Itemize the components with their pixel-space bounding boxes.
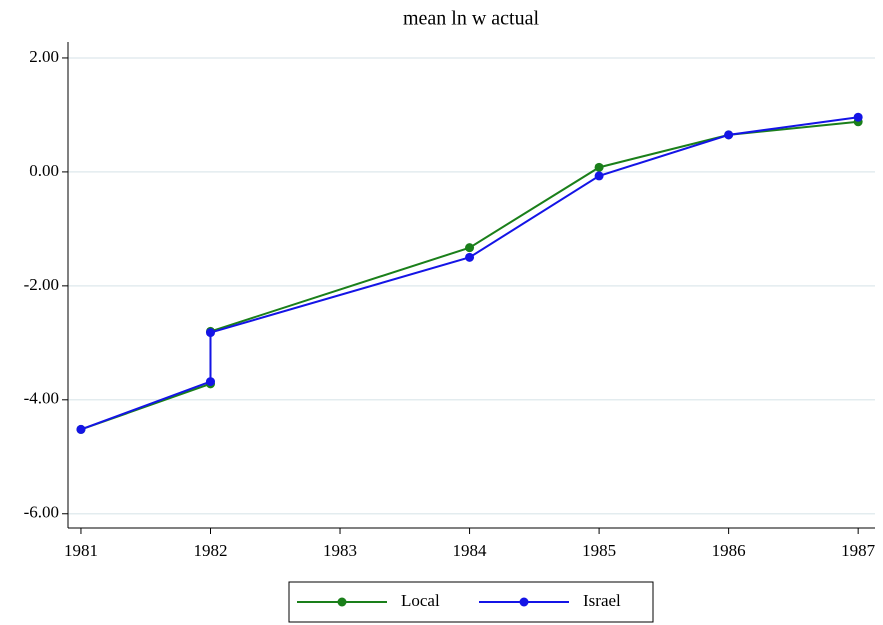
- series-line: [80, 116, 859, 431]
- x-tick-label: 1987: [841, 541, 876, 560]
- chart-title: mean ln w actual: [403, 8, 539, 30]
- point: [724, 130, 734, 140]
- series-line: [80, 120, 859, 431]
- x-tick-label: 1985: [582, 541, 616, 560]
- point: [594, 162, 604, 172]
- y-tick-label: -4.00: [24, 389, 59, 408]
- legend-label: Local: [401, 591, 440, 610]
- y-tick-label: -2.00: [24, 275, 59, 294]
- legend-marker: [337, 597, 347, 607]
- legend-label: Israel: [583, 591, 621, 610]
- point: [205, 377, 215, 387]
- point: [465, 252, 475, 262]
- x-tick-label: 1982: [193, 541, 227, 560]
- legend-marker: [519, 597, 529, 607]
- x-tick-label: 1981: [64, 541, 98, 560]
- y-tick-label: 2.00: [29, 47, 59, 66]
- legend-box: [288, 581, 654, 623]
- point: [205, 328, 215, 338]
- x-tick-label: 1984: [453, 541, 488, 560]
- x-tick-label: 1986: [712, 541, 746, 560]
- y-tick-label: 0.00: [29, 161, 59, 180]
- point: [465, 243, 475, 253]
- point: [594, 171, 604, 181]
- point: [76, 424, 86, 434]
- y-tick-label: -6.00: [24, 503, 59, 522]
- x-tick-label: 1983: [323, 541, 357, 560]
- point: [853, 112, 863, 122]
